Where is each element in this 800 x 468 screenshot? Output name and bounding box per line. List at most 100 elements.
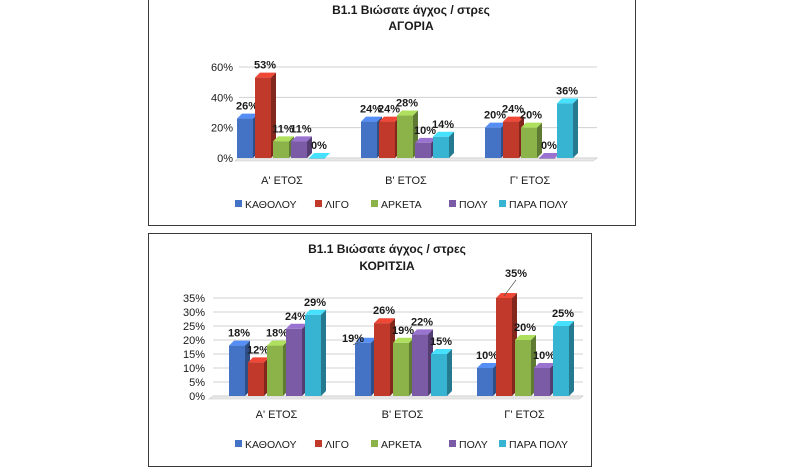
girls-bar-4-0	[305, 309, 326, 396]
girls-y-tick-label: 25%	[183, 321, 205, 333]
boys-data-label: 36%	[556, 85, 578, 97]
girls-bar-top	[248, 357, 269, 363]
boys-chart-title: Β1.1 Βιώσατε άγχος / στρες	[332, 3, 490, 17]
girls-data-label: 19%	[342, 333, 364, 345]
girls-bar-2-2	[515, 335, 536, 396]
boys-bar-2-2	[521, 122, 542, 158]
girls-bar-front	[267, 345, 283, 396]
girls-bar-4-1	[431, 349, 452, 396]
boys-bar-1-1	[379, 116, 400, 158]
girls-bar-top	[553, 321, 574, 326]
girls-bar-2-0	[267, 340, 288, 396]
boys-bar-side	[537, 122, 542, 158]
boys-bar-top	[415, 137, 436, 143]
girls-bar-top	[393, 337, 414, 343]
boys-data-label: 0%	[541, 140, 557, 152]
girls-category-label: Α' ΕΤΟΣ	[256, 409, 298, 421]
boys-bar-front	[521, 127, 537, 158]
boys-data-label: 11%	[272, 123, 294, 135]
girls-legend-label: ΑΡΚΕΤΑ	[381, 439, 422, 451]
girls-bar-top	[229, 340, 250, 346]
boys-bar-front	[539, 158, 555, 159]
chart-girls: Β1.1 Βιώσατε άγχος / στρες ΚΟΡΙΤΣΙΑ 0% 5% 10…	[183, 242, 584, 451]
chart-panel-girls: Β1.1 Βιώσατε άγχος / στρες ΚΟΡΙΤΣΙΑ 0% 5% 10…	[148, 233, 592, 467]
girls-bar-side	[321, 309, 326, 396]
girls-bar-top	[477, 363, 498, 368]
girls-bar-0-1	[355, 337, 376, 396]
boys-data-label: 20%	[520, 110, 542, 122]
boys-legend-swatch	[235, 200, 242, 207]
boys-category-label: Β' ΕΤΟΣ	[385, 175, 427, 187]
boys-bar-side	[573, 98, 578, 158]
girls-bar-1-0	[248, 357, 269, 396]
girls-bar-front	[534, 368, 550, 396]
boys-data-label: 26%	[236, 101, 258, 113]
girls-data-label: 19%	[392, 325, 414, 337]
chart-boys: Β1.1 Βιώσατε άγχος / στρες ΑΓΟΡΙΑ 0% 20% 40%…	[211, 3, 598, 211]
boys-category-label: Α' ΕΤΟΣ	[261, 175, 303, 187]
girls-legend-swatch	[449, 440, 456, 447]
boys-bar-top	[309, 153, 330, 158]
boys-bar-side	[271, 72, 276, 158]
girls-data-label: 12%	[247, 344, 269, 356]
girls-legend-swatch	[315, 440, 322, 447]
boys-bar-3-0	[291, 136, 312, 158]
boys-legend-label: ΚΑΘΟΛΟΥ	[245, 199, 297, 211]
girls-bar-top	[267, 340, 288, 346]
boys-data-label: 53%	[254, 60, 276, 72]
girls-legend-label: ΛΙΓΟ	[325, 439, 349, 451]
girls-bar-side	[569, 321, 574, 396]
girls-bar-front	[477, 368, 493, 396]
girls-bar-top	[374, 318, 395, 324]
boys-bar-1-2	[503, 116, 524, 158]
boys-data-label: 10%	[414, 125, 436, 137]
girls-chart-floor	[208, 395, 584, 400]
girls-bar-top	[412, 329, 433, 335]
girls-y-tick-label: 30%	[183, 307, 205, 319]
girls-data-label: 10%	[476, 350, 498, 362]
boys-bar-front	[237, 118, 253, 158]
girls-bar-top	[515, 335, 536, 340]
boys-bar-front	[485, 127, 501, 158]
girls-label-leader	[352, 340, 364, 346]
girls-bar-front	[496, 298, 512, 396]
boys-bar-front	[255, 77, 271, 158]
boys-bar-top	[485, 122, 506, 128]
girls-bar-side	[447, 349, 452, 396]
boys-legend-label: ΛΙΓΟ	[325, 199, 349, 211]
girls-bar-2-1	[393, 337, 414, 396]
boys-data-label: 20%	[484, 110, 506, 122]
girls-legend-swatch	[499, 440, 506, 447]
boys-bar-top	[291, 136, 312, 142]
girls-y-tick-label: 35%	[183, 293, 205, 305]
boys-bar-2-1	[397, 110, 418, 158]
girls-bar-top	[496, 293, 517, 298]
girls-data-label: 22%	[411, 316, 433, 328]
boys-data-label: 14%	[432, 119, 454, 131]
girls-bar-0-2	[477, 363, 498, 396]
girls-bar-top	[305, 309, 326, 315]
girls-bar-3-2	[534, 363, 555, 396]
girls-bar-front	[553, 326, 569, 396]
boys-bar-top	[237, 113, 258, 119]
boys-y-tick-label: 60%	[211, 62, 233, 74]
girls-y-tick-label: 0%	[189, 391, 205, 403]
girls-bar-1-2	[496, 293, 517, 396]
boys-bar-top	[521, 122, 542, 128]
girls-data-label: 25%	[552, 308, 574, 320]
boys-bar-3-2	[539, 153, 560, 159]
girls-category-label: Γ' ΕΤΟΣ	[504, 409, 545, 421]
boys-data-label: 28%	[396, 98, 418, 110]
boys-y-tick-label: 40%	[211, 92, 233, 104]
boys-data-label: 11%	[290, 123, 312, 135]
boys-legend-swatch	[315, 200, 322, 207]
boys-y-tick-label: 0%	[217, 153, 233, 165]
boys-bar-4-2	[557, 98, 578, 158]
girls-legend-label: ΠΑΡΑ ΠΟΛΥ	[509, 439, 568, 451]
girls-bar-front	[515, 340, 531, 396]
girls-legend-label: ΠΟΛΥ	[459, 439, 488, 451]
boys-legend-swatch	[449, 200, 456, 207]
boys-bar-top	[379, 116, 400, 122]
boys-y-tick-label: 20%	[211, 123, 233, 135]
boys-bar-front	[397, 115, 413, 158]
